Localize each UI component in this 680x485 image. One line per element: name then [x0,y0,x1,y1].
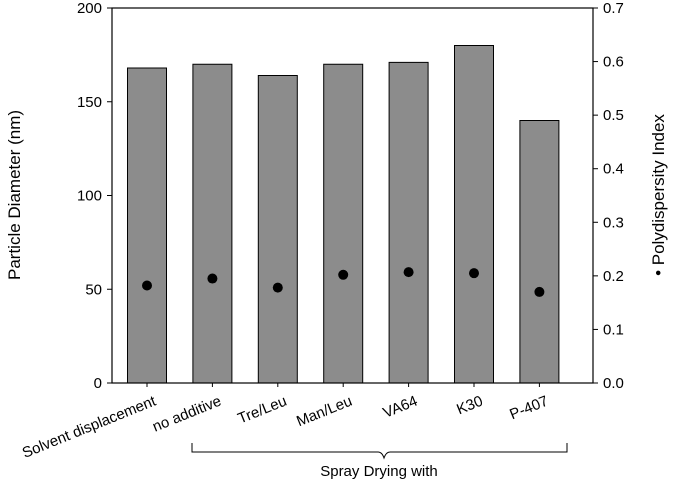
left-tick-label-0: 0 [94,375,102,392]
x-tick-label-0: Solvent displacement [20,392,159,461]
left-axis: 0 50 100 150 200 [77,0,112,392]
bar-3 [323,63,364,384]
pdi-marker-0 [142,280,152,291]
spray-drying-bracket [191,443,568,460]
left-tick-label-3: 150 [77,94,102,111]
y-axis-label-left: Particle Diameter (nm) [5,110,24,280]
right-tick-label-5: 0.5 [603,107,624,124]
left-tick-label-4: 200 [77,0,102,17]
pdi-marker-1 [207,273,218,284]
right-tick-label-3: 0.3 [603,214,624,231]
right-tick-label-7: 0.7 [603,0,624,17]
bar-0 [127,67,167,384]
pdi-marker-4 [403,267,414,278]
bar-1 [192,63,233,384]
right-axis: 0.0 0.1 0.2 0.3 0.4 0.5 0.6 0.7 [593,0,624,392]
x-tick-label-2: Tre/Leu [235,393,289,428]
bar-2 [257,75,298,384]
right-tick-label-6: 0.6 [603,54,624,71]
pdi-marker-6 [534,286,545,297]
markers-layer [142,267,545,297]
right-tick-label-4: 0.4 [603,161,624,178]
right-tick-label-0: 0.0 [603,375,624,392]
bracket-label: Spray Drying with [320,463,438,480]
bar-5 [454,45,494,384]
left-tick-label-2: 100 [77,188,102,205]
x-tick-label-6: P-407 [507,393,550,424]
right-tick-label-1: 0.1 [603,321,624,338]
bars-layer [127,45,560,384]
left-tick-label-1: 50 [85,281,102,298]
x-tick-label-5: K30 [454,393,485,419]
x-tick-label-3: Man/Leu [294,393,354,431]
pdi-marker-3 [338,269,349,280]
y-axis-label-right: • Polydispersity Index [649,114,668,276]
bar-4 [388,61,429,384]
pdi-marker-5 [469,268,479,279]
pdi-marker-2 [272,282,283,293]
x-tick-label-1: no additive [150,393,224,436]
x-tick-label-4: VA64 [381,393,420,422]
bar-6 [519,120,560,384]
right-tick-label-2: 0.2 [603,268,624,285]
